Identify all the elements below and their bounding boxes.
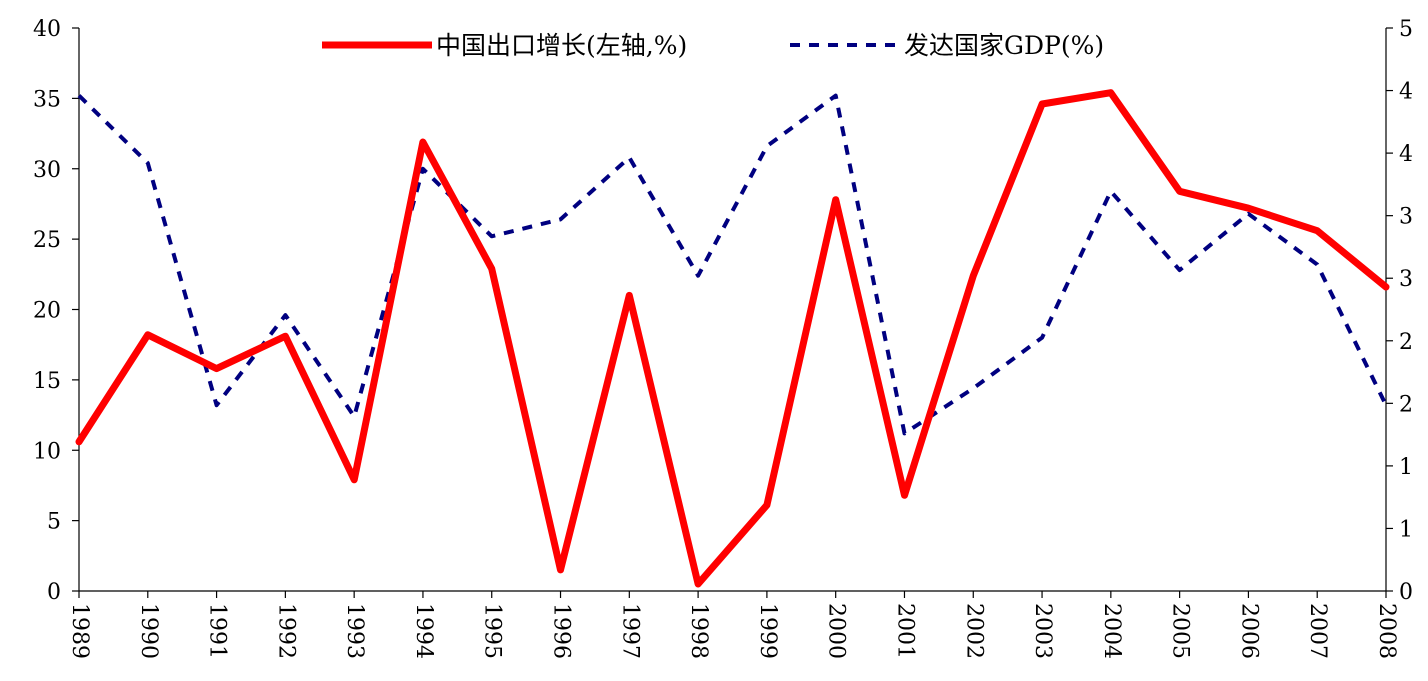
x-tick-label: 1996 <box>549 603 574 659</box>
x-tick-label: 1994 <box>411 603 436 659</box>
x-tick-label: 2005 <box>1168 603 1193 659</box>
x-tick-label: 1995 <box>480 603 505 659</box>
left-y-tick-label: 40 <box>33 17 61 42</box>
x-tick-label: 2007 <box>1305 603 1330 659</box>
axes <box>79 28 1386 591</box>
x-tick-label: 2003 <box>1030 603 1055 659</box>
x-tick-label: 2004 <box>1099 603 1124 659</box>
x-tick-label: 2001 <box>892 603 917 659</box>
series-line-developed-gdp <box>79 96 1386 434</box>
right-y-tick-label: 1 <box>1399 517 1413 542</box>
left-y-tick-label: 25 <box>33 228 61 253</box>
x-tick-label: 2000 <box>824 603 849 659</box>
right-y-tick-label: 2 <box>1399 392 1413 417</box>
left-y-tick-label: 0 <box>47 580 61 605</box>
series-layer <box>79 93 1386 584</box>
x-tick-label: 1999 <box>755 603 780 659</box>
left-y-tick-label: 5 <box>47 510 61 535</box>
right-y-tick-label: 2 <box>1399 330 1413 355</box>
series-line-china-exports <box>79 93 1386 584</box>
right-y-tick-label: 5 <box>1399 17 1413 42</box>
right-y-tick-label: 4 <box>1399 142 1413 167</box>
x-tick-label: 1991 <box>205 603 230 659</box>
x-tick-label: 2008 <box>1374 603 1399 659</box>
legend-label-china-exports: 中国出口增长(左轴,%) <box>436 31 687 60</box>
x-tick-label: 1993 <box>342 603 367 659</box>
right-y-tick-label: 3 <box>1399 205 1413 230</box>
x-axis-ticks: 1989 1990 1991 1992 1993 1994 1995 1996 1997 1998… <box>67 591 1399 659</box>
x-tick-label: 2002 <box>961 603 986 659</box>
x-tick-label: 1998 <box>686 603 711 659</box>
left-y-axis-ticks: 0 5 10 15 20 25 30 35 40 <box>33 17 79 605</box>
x-tick-label: 1989 <box>67 603 92 659</box>
right-y-tick-label: 0 <box>1399 580 1413 605</box>
right-y-tick-label: 4 <box>1399 80 1413 105</box>
left-y-tick-label: 15 <box>33 369 61 394</box>
left-y-tick-label: 35 <box>33 87 61 112</box>
right-y-axis-ticks: 0 1 1 2 2 3 3 4 4 5 <box>1386 17 1413 605</box>
x-tick-label: 1990 <box>136 603 161 659</box>
left-y-tick-label: 20 <box>33 299 61 324</box>
left-y-tick-label: 30 <box>33 158 61 183</box>
right-y-tick-label: 1 <box>1399 455 1413 480</box>
legend-label-developed-gdp: 发达国家GDP(%) <box>904 31 1104 60</box>
legend: 中国出口增长(左轴,%) 发达国家GDP(%) <box>322 31 1104 60</box>
right-y-tick-label: 3 <box>1399 267 1413 292</box>
x-tick-label: 1992 <box>273 603 298 659</box>
x-tick-label: 1997 <box>617 603 642 659</box>
x-tick-label: 2006 <box>1236 603 1261 659</box>
left-y-tick-label: 10 <box>33 439 61 464</box>
